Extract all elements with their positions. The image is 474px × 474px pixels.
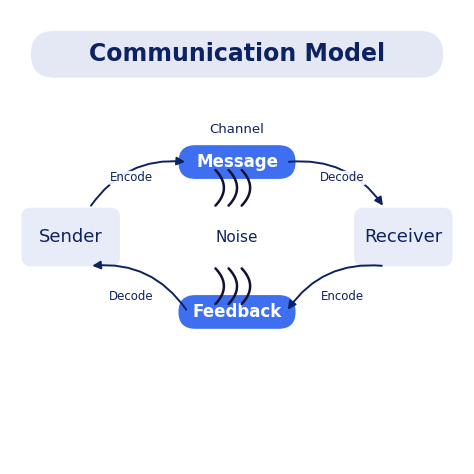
FancyBboxPatch shape bbox=[31, 31, 443, 78]
Text: Decode: Decode bbox=[320, 172, 365, 184]
Text: Sender: Sender bbox=[39, 228, 103, 246]
Text: Encode: Encode bbox=[110, 172, 153, 184]
Text: Communication Model: Communication Model bbox=[89, 42, 385, 66]
FancyBboxPatch shape bbox=[354, 208, 453, 266]
FancyBboxPatch shape bbox=[178, 145, 296, 179]
Text: Noise: Noise bbox=[216, 229, 258, 245]
FancyBboxPatch shape bbox=[21, 208, 120, 266]
FancyBboxPatch shape bbox=[178, 295, 296, 329]
Text: Receiver: Receiver bbox=[364, 228, 442, 246]
Text: Encode: Encode bbox=[321, 290, 364, 302]
Text: Feedback: Feedback bbox=[192, 303, 282, 321]
Text: Decode: Decode bbox=[109, 290, 154, 302]
Text: Channel: Channel bbox=[210, 123, 264, 137]
Text: Message: Message bbox=[196, 153, 278, 171]
